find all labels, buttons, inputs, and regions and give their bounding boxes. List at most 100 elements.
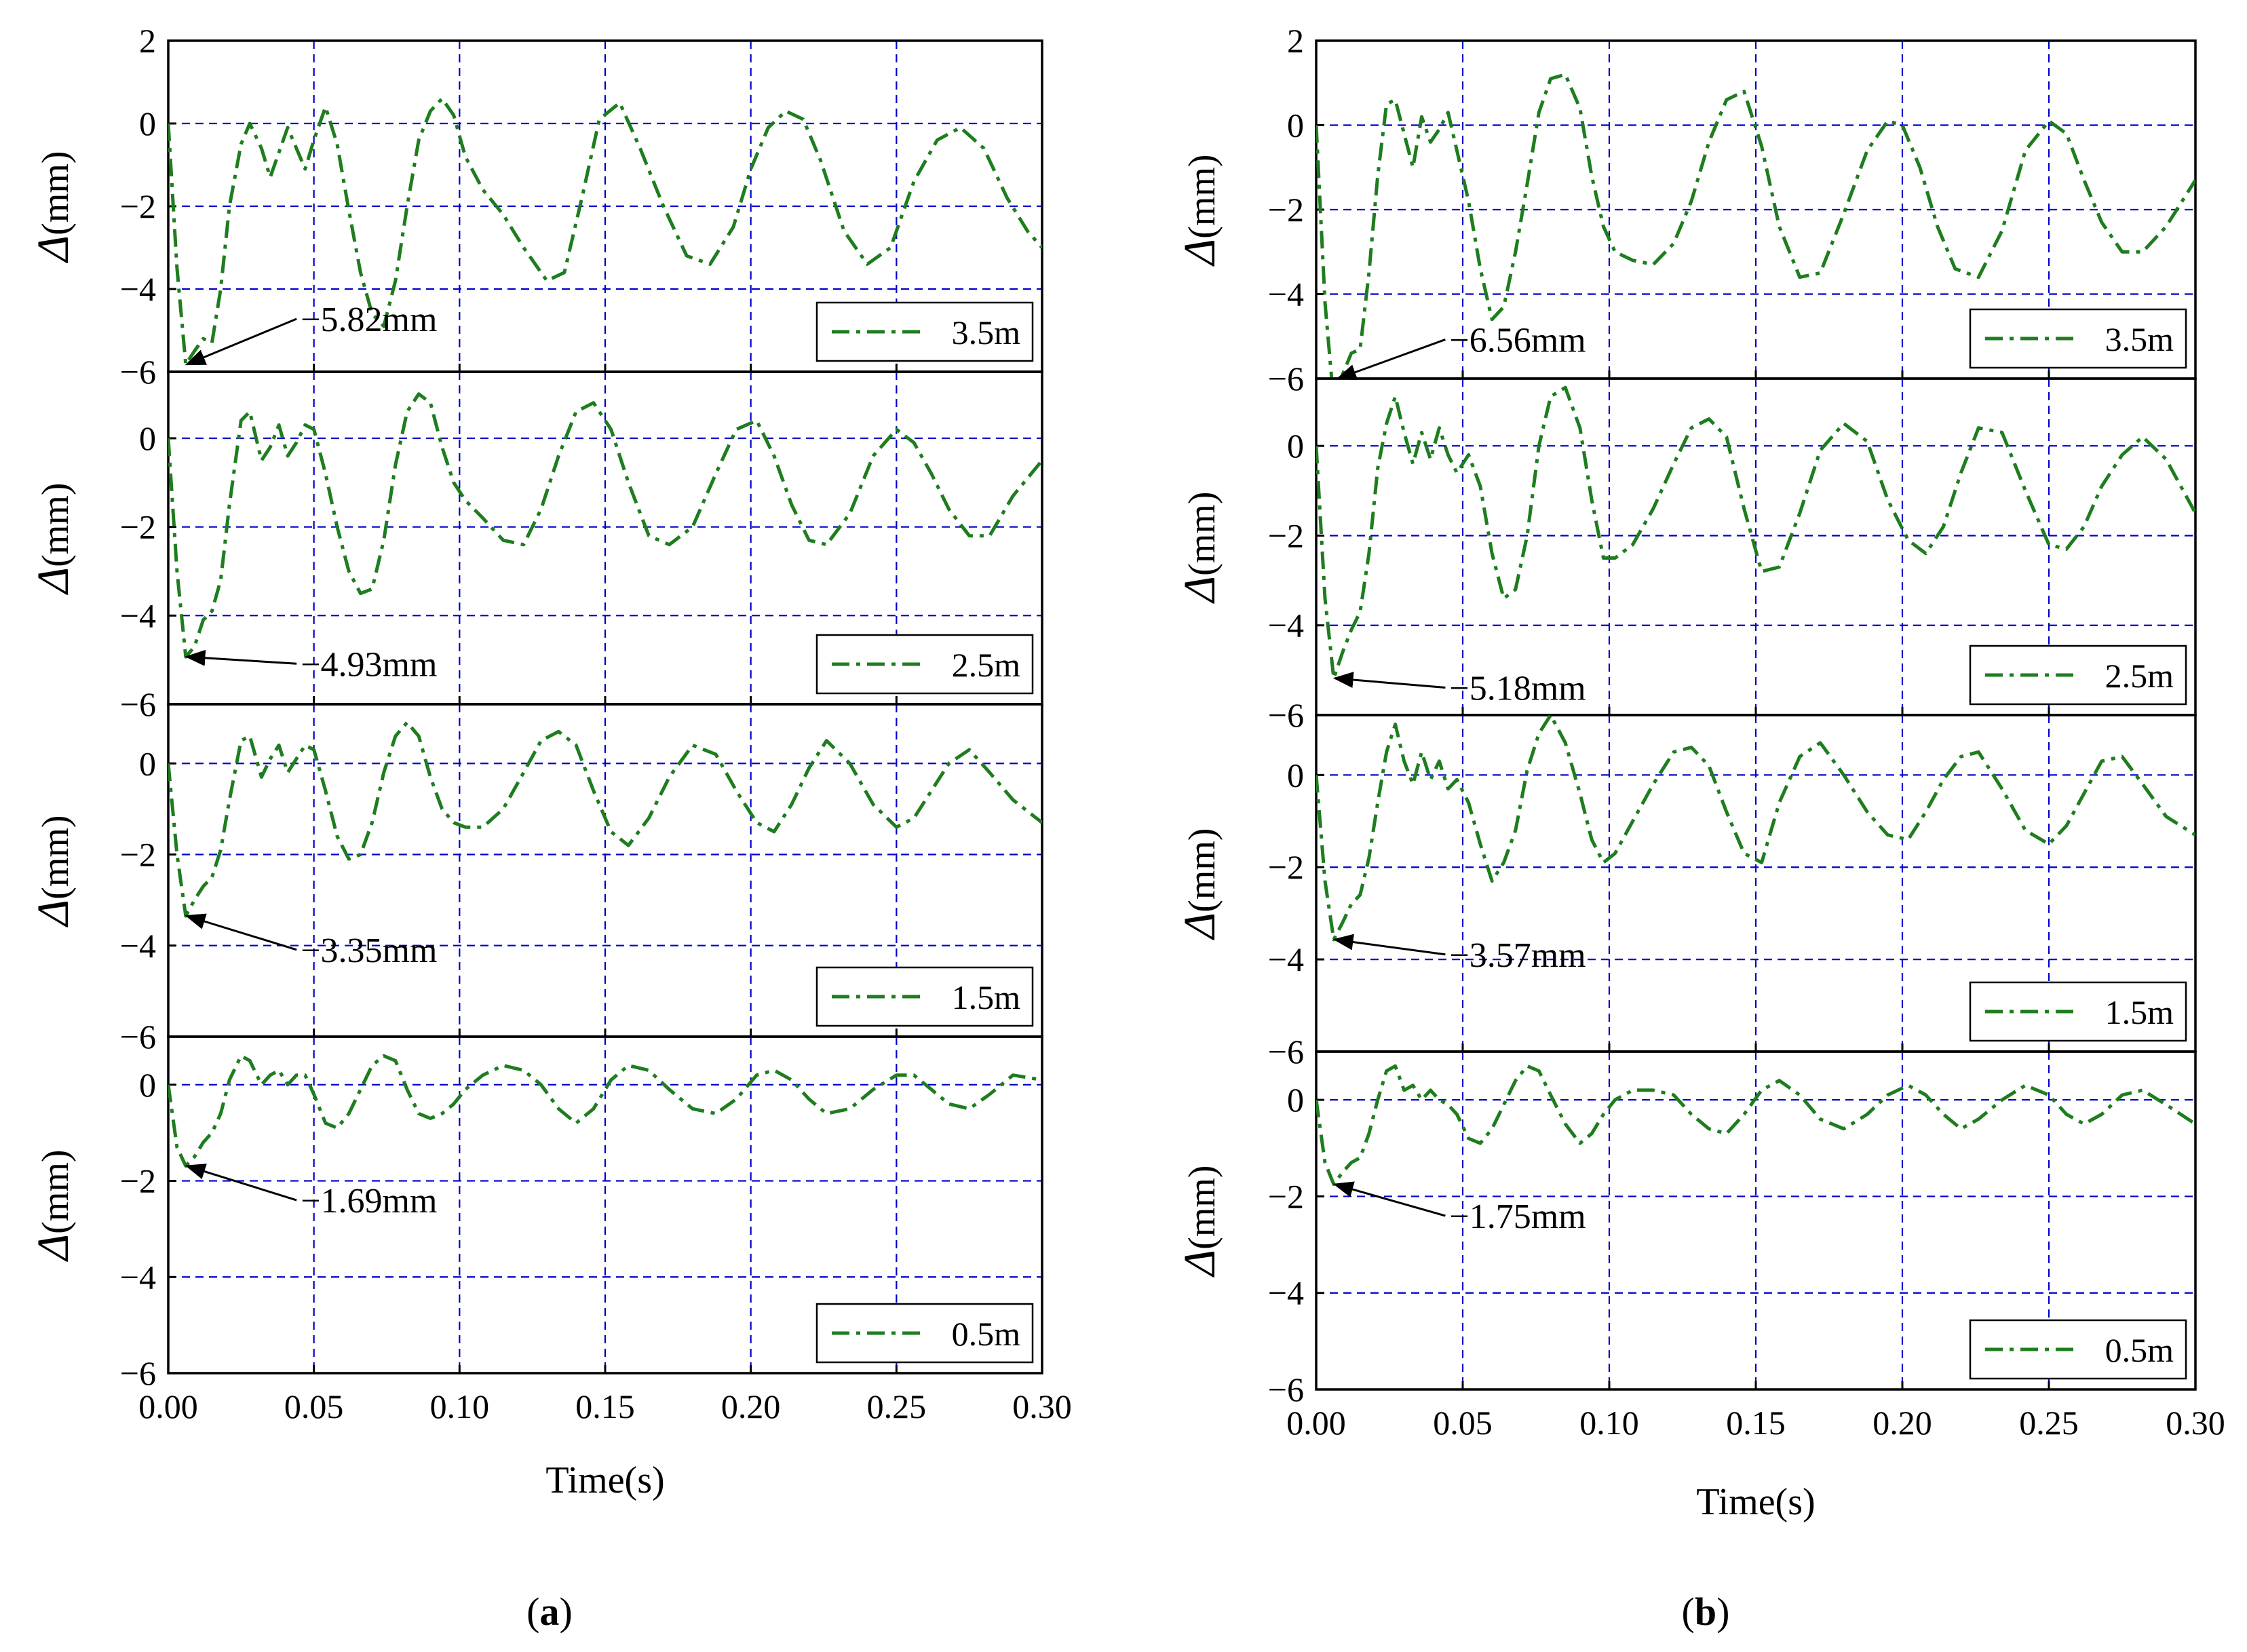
y-tick-label: −4 bbox=[1268, 1274, 1304, 1312]
y-tick-label: −6 bbox=[1268, 696, 1304, 734]
annotation-arrow bbox=[185, 649, 297, 666]
caption-a: (a) bbox=[526, 1590, 573, 1634]
x-axis-title: Time(s) bbox=[545, 1459, 664, 1501]
caption-b-letter: b bbox=[1695, 1590, 1716, 1634]
annotation-label: −6.56mm bbox=[1449, 321, 1586, 360]
series-line-0.5m bbox=[1316, 1064, 2195, 1187]
annotation-arrow bbox=[185, 318, 297, 366]
annotation-arrow bbox=[185, 913, 297, 951]
legend-box bbox=[815, 1303, 1034, 1364]
annotation-label: −5.82mm bbox=[301, 301, 437, 339]
series-line-2.5m bbox=[168, 392, 1042, 659]
legend-box bbox=[815, 301, 1034, 362]
y-axis-unit: (mm) bbox=[1181, 1165, 1223, 1249]
y-tick-label: −4 bbox=[120, 1258, 156, 1296]
y-axis-symbol: Δ bbox=[1175, 913, 1225, 941]
chart-a: 20−2−4−63.5m−5.82mmΔ(mm)0−2−4−62.5m−4.93… bbox=[28, 22, 1072, 1501]
legend-label: 3.5m bbox=[2105, 320, 2174, 358]
annotation-label: −5.18mm bbox=[1449, 670, 1586, 708]
legend-box bbox=[1969, 981, 2187, 1042]
x-tick-label: 0.00 bbox=[138, 1387, 198, 1425]
y-tick-label: 0 bbox=[139, 744, 156, 782]
legend-label: 0.5m bbox=[952, 1315, 1021, 1353]
y-axis-symbol: Δ bbox=[28, 235, 78, 264]
panel-a-2.5m: 0 −2 −4 −6 2.5m −4.93mm Δ(mm) bbox=[28, 370, 1043, 723]
annotation-label: −3.35mm bbox=[301, 931, 437, 970]
panel-a-3.5m: 2 0 −2 −4 −6 3.5m −5.82mm Δ(mm) bbox=[28, 22, 1043, 391]
y-tick-label: −6 bbox=[120, 1354, 156, 1392]
y-tick-label: 0 bbox=[139, 419, 156, 457]
y-tick-label: −2 bbox=[120, 836, 156, 874]
caption-b: (b) bbox=[1682, 1590, 1730, 1634]
y-tick-label: −2 bbox=[1268, 191, 1304, 229]
y-tick-label: 0 bbox=[139, 1066, 156, 1104]
panel-b-3.5m: 2 0 −2 −4 −6 3.5m −6.56mm Δ(mm) bbox=[1175, 22, 2197, 398]
y-axis-title: Δ(mm) bbox=[1175, 828, 1225, 940]
y-axis-symbol: Δ bbox=[28, 567, 78, 596]
y-axis-symbol: Δ bbox=[1175, 239, 1225, 267]
y-axis-unit: (mm) bbox=[35, 151, 77, 235]
legend-label: 3.5m bbox=[952, 313, 1021, 351]
y-tick-label: −6 bbox=[120, 1018, 156, 1056]
y-axis-title: Δ(mm) bbox=[28, 815, 78, 927]
y-tick-label: 0 bbox=[1287, 427, 1304, 465]
y-axis-symbol: Δ bbox=[1175, 576, 1225, 604]
chart-b: 20−2−4−63.5m−6.56mmΔ(mm)0−2−4−62.5m−5.18… bbox=[1175, 22, 2225, 1523]
y-tick-label: 0 bbox=[1287, 1081, 1304, 1119]
y-axis-title: Δ(mm) bbox=[28, 1149, 78, 1262]
x-tick-label: 0.25 bbox=[2019, 1404, 2079, 1442]
y-tick-label: 0 bbox=[139, 104, 156, 142]
panel-b-0.5m: 0 −2 −4 −6 0.5m −1.75mm Δ(mm) bbox=[1175, 1050, 2197, 1408]
y-tick-label: 2 bbox=[139, 22, 156, 60]
series-line-3.5m bbox=[168, 96, 1042, 366]
legend-label: 2.5m bbox=[2105, 657, 2174, 695]
annotation-arrow bbox=[1332, 1181, 1446, 1217]
series-line-1.5m bbox=[1316, 715, 2195, 942]
panel-a-0.5m: 0 −2 −4 −6 0.5m −1.69mm Δ(mm) bbox=[28, 1035, 1043, 1392]
legend-box bbox=[1969, 308, 2187, 369]
y-tick-label: −2 bbox=[120, 1162, 156, 1200]
x-tick-label: 0.10 bbox=[1579, 1404, 1639, 1442]
y-axis-unit: (mm) bbox=[35, 815, 77, 899]
legend-label: 2.5m bbox=[952, 646, 1021, 684]
y-tick-label: 0 bbox=[1287, 107, 1304, 145]
series-line-2.5m bbox=[1316, 385, 2195, 680]
y-tick-label: −2 bbox=[120, 508, 156, 546]
y-tick-label: −4 bbox=[1268, 607, 1304, 645]
legend-label: 0.5m bbox=[2105, 1331, 2174, 1369]
y-axis-title: Δ(mm) bbox=[28, 482, 78, 595]
legend-box bbox=[815, 634, 1034, 695]
annotation-arrow bbox=[185, 1164, 297, 1202]
y-axis-title: Δ(mm) bbox=[1175, 491, 1225, 604]
y-tick-label: 2 bbox=[1287, 22, 1304, 60]
y-tick-label: −4 bbox=[1268, 275, 1304, 313]
annotation-arrow bbox=[1336, 339, 1446, 381]
y-axis-unit: (mm) bbox=[1181, 828, 1223, 912]
annotation-label: −4.93mm bbox=[301, 645, 437, 684]
legend-label: 1.5m bbox=[2105, 993, 2174, 1031]
y-tick-label: −4 bbox=[120, 927, 156, 965]
x-tick-label: 0.20 bbox=[1872, 1404, 1932, 1442]
panel-frame bbox=[167, 1035, 1043, 1375]
legend-box bbox=[1969, 645, 2187, 706]
x-tick-label: 0.20 bbox=[721, 1387, 781, 1425]
y-tick-label: −4 bbox=[1268, 940, 1304, 978]
y-tick-label: −6 bbox=[1268, 1370, 1304, 1408]
x-tick-label: 0.30 bbox=[2166, 1404, 2225, 1442]
y-axis-title: Δ(mm) bbox=[1175, 1165, 1225, 1278]
y-tick-label: −6 bbox=[120, 685, 156, 723]
y-axis-symbol: Δ bbox=[28, 1234, 78, 1263]
panel-a-1.5m: 0 −2 −4 −6 1.5m −3.35mm Δ(mm) bbox=[28, 703, 1043, 1056]
x-tick-label: 0.00 bbox=[1286, 1404, 1346, 1442]
x-tick-label: 0.15 bbox=[1726, 1404, 1786, 1442]
y-tick-label: −6 bbox=[1268, 1033, 1304, 1071]
annotation-label: −1.75mm bbox=[1449, 1197, 1586, 1236]
caption-a-letter: a bbox=[540, 1590, 560, 1634]
legend-box bbox=[1969, 1319, 2187, 1380]
y-tick-label: −2 bbox=[1268, 1177, 1304, 1215]
y-tick-label: −2 bbox=[120, 187, 156, 225]
panel-b-1.5m: 0 −2 −4 −6 1.5m −3.57mm Δ(mm) bbox=[1175, 714, 2197, 1071]
y-axis-unit: (mm) bbox=[35, 1149, 77, 1233]
legend-label: 1.5m bbox=[952, 978, 1021, 1016]
